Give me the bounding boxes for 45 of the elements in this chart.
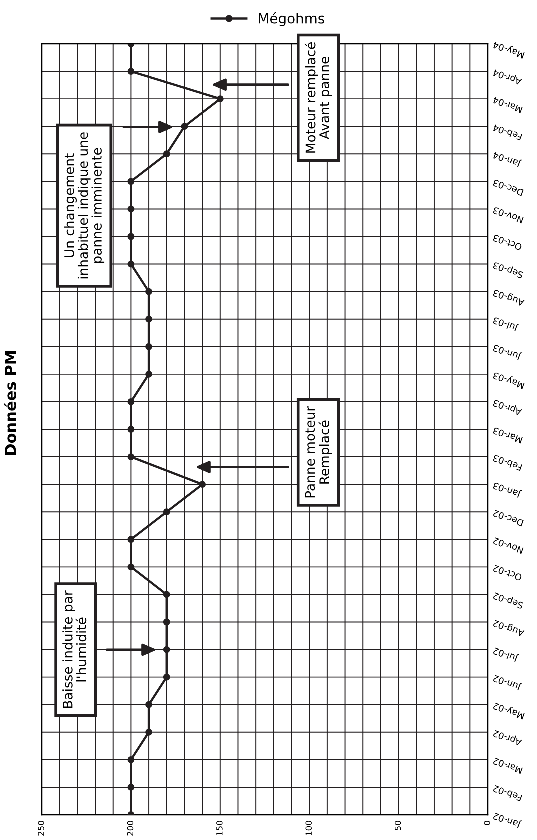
point bbox=[128, 536, 135, 544]
x-tick-label: 200 bbox=[127, 821, 134, 836]
y-tick-label: Apr-02 bbox=[492, 728, 523, 747]
annotation: Baisse induite par l'humidité bbox=[62, 590, 87, 708]
point bbox=[128, 564, 135, 571]
point bbox=[146, 343, 153, 350]
point bbox=[181, 123, 188, 130]
legend-label: Mégohms bbox=[259, 12, 324, 26]
point bbox=[146, 316, 153, 323]
point bbox=[128, 398, 135, 406]
text: Données PM bbox=[4, 351, 16, 456]
point bbox=[128, 178, 135, 186]
annotation: Un changement inhabituel indique une panne imminente bbox=[64, 132, 105, 279]
annotation: Moteur remplacé Avant panne bbox=[304, 42, 332, 153]
point bbox=[163, 646, 170, 654]
y-tick-label: Jan-03 bbox=[492, 480, 522, 498]
point bbox=[128, 454, 135, 461]
point bbox=[128, 68, 135, 76]
y-tick-label: Apr-03 bbox=[492, 398, 523, 416]
x-tick-label: 100 bbox=[306, 821, 312, 836]
point bbox=[128, 233, 135, 240]
annotation: Panne moteur Remplacé bbox=[305, 406, 332, 498]
y-tick-label: Apr-04 bbox=[492, 68, 523, 86]
point bbox=[146, 701, 153, 708]
point bbox=[128, 756, 135, 764]
point bbox=[163, 591, 170, 598]
x-tick-label: 250 bbox=[38, 821, 44, 836]
point bbox=[146, 728, 153, 736]
point bbox=[128, 784, 135, 791]
x-tick-label: 50 bbox=[394, 821, 402, 831]
point bbox=[199, 481, 206, 488]
point bbox=[128, 206, 135, 213]
point bbox=[216, 96, 224, 103]
point bbox=[146, 370, 153, 378]
point bbox=[163, 150, 170, 158]
y-tick-label: Jul-03 bbox=[492, 316, 520, 332]
point bbox=[163, 618, 170, 626]
x-tick-label: 150 bbox=[216, 821, 223, 836]
y-tick-label: Jul-02 bbox=[492, 646, 520, 663]
point bbox=[128, 426, 135, 433]
point bbox=[163, 674, 170, 681]
point bbox=[146, 288, 153, 296]
point bbox=[163, 508, 170, 516]
point bbox=[128, 260, 135, 268]
x-tick-label: 0 bbox=[484, 821, 490, 826]
